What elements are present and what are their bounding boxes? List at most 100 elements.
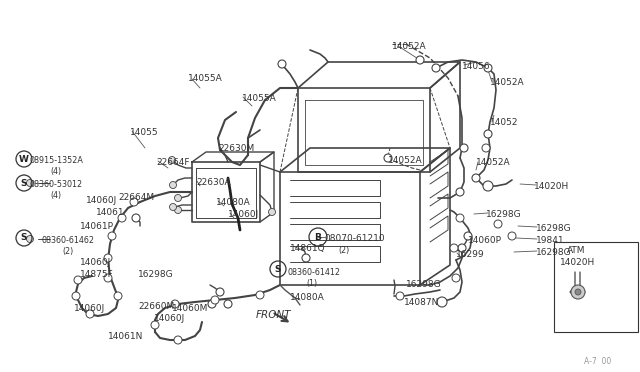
Text: 14061P: 14061P: [80, 222, 114, 231]
Text: (4): (4): [50, 191, 61, 200]
Text: 14052: 14052: [490, 118, 518, 127]
Text: 16298G: 16298G: [406, 280, 442, 289]
Text: 14060J: 14060J: [228, 210, 259, 219]
Text: FRONT: FRONT: [256, 310, 291, 320]
Text: 16299: 16299: [456, 250, 484, 259]
Circle shape: [456, 188, 464, 196]
Circle shape: [458, 244, 466, 252]
Circle shape: [508, 232, 516, 240]
Text: (4): (4): [50, 167, 61, 176]
Text: 14055A: 14055A: [188, 74, 223, 83]
Circle shape: [278, 60, 286, 68]
Circle shape: [175, 195, 182, 202]
Circle shape: [104, 254, 112, 262]
Circle shape: [452, 274, 460, 282]
Circle shape: [108, 232, 116, 240]
Text: 08360-61462: 08360-61462: [42, 236, 95, 245]
Text: 14060J: 14060J: [154, 314, 185, 323]
Circle shape: [437, 297, 447, 307]
Text: 14055A: 14055A: [242, 94, 276, 103]
Circle shape: [484, 130, 492, 138]
Text: 14020H: 14020H: [560, 258, 595, 267]
Circle shape: [456, 214, 464, 222]
Text: 14052A: 14052A: [388, 156, 422, 165]
Text: S: S: [20, 179, 28, 187]
Text: 14080A: 14080A: [216, 198, 251, 207]
Text: 14060P: 14060P: [468, 236, 502, 245]
Text: 14861Q: 14861Q: [290, 244, 326, 253]
Circle shape: [472, 174, 480, 182]
Text: 08915-1352A: 08915-1352A: [30, 156, 84, 165]
Circle shape: [211, 296, 219, 304]
Text: 14061: 14061: [96, 208, 125, 217]
Text: 14875F: 14875F: [80, 270, 114, 279]
Circle shape: [86, 310, 94, 318]
Circle shape: [384, 154, 392, 162]
Circle shape: [170, 203, 177, 211]
Text: 22664M: 22664M: [118, 193, 154, 202]
Circle shape: [72, 292, 80, 300]
Circle shape: [216, 288, 224, 296]
Circle shape: [575, 289, 581, 295]
Text: 14052A: 14052A: [476, 158, 511, 167]
Circle shape: [208, 300, 216, 308]
Text: (1): (1): [306, 279, 317, 288]
Circle shape: [464, 232, 472, 240]
Circle shape: [26, 235, 33, 243]
Bar: [554, 242, 638, 332]
Text: W: W: [19, 154, 29, 164]
Circle shape: [118, 214, 126, 222]
Circle shape: [132, 214, 140, 222]
Text: S: S: [275, 264, 281, 273]
Text: 14055: 14055: [130, 128, 159, 137]
Text: 22630A: 22630A: [196, 178, 230, 187]
Circle shape: [450, 244, 458, 252]
Text: 14020H: 14020H: [534, 182, 569, 191]
Circle shape: [168, 157, 175, 164]
Circle shape: [130, 198, 138, 206]
Text: 16298G: 16298G: [486, 210, 522, 219]
Text: A-7  00: A-7 00: [584, 357, 612, 366]
Circle shape: [571, 285, 585, 299]
Text: 22630M: 22630M: [218, 144, 254, 153]
Text: 14060J: 14060J: [86, 196, 117, 205]
Text: 22664F: 22664F: [156, 158, 189, 167]
Circle shape: [494, 220, 502, 228]
Text: 14087N: 14087N: [404, 298, 440, 307]
Text: 14052A: 14052A: [392, 42, 427, 51]
Text: 14060J: 14060J: [74, 304, 105, 313]
Circle shape: [396, 292, 404, 300]
Circle shape: [269, 208, 275, 215]
Text: 22660M: 22660M: [138, 302, 174, 311]
Text: (2): (2): [62, 247, 73, 256]
Circle shape: [224, 300, 232, 308]
Text: S: S: [20, 234, 28, 243]
Circle shape: [114, 292, 122, 300]
Text: 14056: 14056: [462, 62, 491, 71]
Text: 16298G: 16298G: [536, 224, 572, 233]
Circle shape: [26, 180, 33, 186]
Circle shape: [416, 56, 424, 64]
Circle shape: [302, 254, 310, 262]
Text: ATM: ATM: [567, 246, 586, 255]
Text: 19841: 19841: [536, 236, 564, 245]
Circle shape: [432, 64, 440, 72]
Text: 14052A: 14052A: [490, 78, 525, 87]
Circle shape: [171, 300, 179, 308]
Text: B: B: [315, 232, 321, 241]
Text: 14080A: 14080A: [290, 293, 324, 302]
Text: (2): (2): [338, 246, 349, 255]
Text: 08360-61412: 08360-61412: [288, 268, 341, 277]
Text: 14061N: 14061N: [108, 332, 143, 341]
Circle shape: [256, 291, 264, 299]
Circle shape: [482, 144, 490, 152]
Text: 16298G: 16298G: [138, 270, 173, 279]
Circle shape: [484, 64, 492, 72]
Circle shape: [483, 181, 493, 191]
Text: 14060M: 14060M: [172, 304, 209, 313]
Circle shape: [74, 276, 82, 284]
Circle shape: [175, 206, 182, 214]
Circle shape: [151, 321, 159, 329]
Circle shape: [170, 182, 177, 189]
Text: 08360-53012: 08360-53012: [30, 180, 83, 189]
